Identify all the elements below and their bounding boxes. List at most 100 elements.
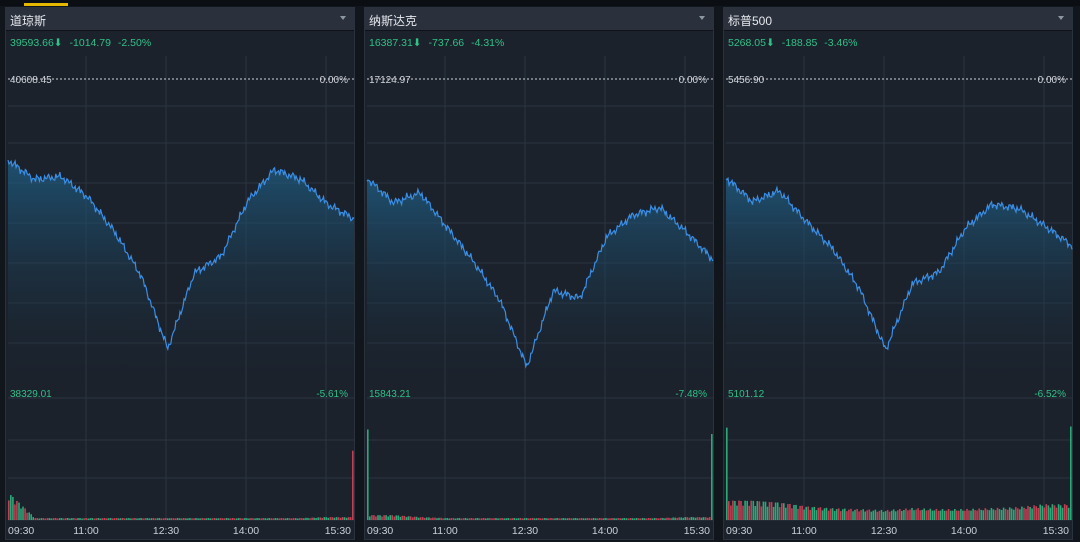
volume-bar (603, 518, 605, 520)
volume-bar (162, 518, 165, 520)
volume-bar (915, 509, 917, 520)
volume-bar (187, 518, 189, 520)
volume-bar (426, 517, 428, 520)
panel-title: 道琼斯 (10, 14, 47, 28)
volume-bar (1031, 508, 1033, 520)
volume-bar (964, 510, 966, 520)
volume-bar (976, 510, 978, 520)
volume-bar (649, 518, 652, 520)
volume-bar (201, 518, 203, 520)
volume-bar (923, 508, 925, 520)
volume-bar (647, 518, 650, 520)
volume-bar (949, 510, 952, 520)
volume-bar (868, 509, 871, 520)
volume-bar (58, 518, 61, 520)
volume-bar (799, 505, 801, 520)
intraday-chart[interactable]: 40608.45 0.00% 38329.01 -5.61% 09:30 11:0… (6, 8, 356, 541)
time-tick-label: 12:30 (871, 525, 897, 537)
chevron-down-icon[interactable] (340, 16, 346, 20)
volume-bar (93, 518, 96, 520)
volume-bar (588, 518, 591, 520)
volume-bar (1049, 507, 1052, 520)
volume-bar (415, 516, 418, 520)
volume-bar (706, 517, 709, 520)
volume-bar (209, 518, 212, 520)
volume-bar (305, 517, 307, 520)
volume-bar (656, 518, 658, 520)
volume-bar (1035, 506, 1037, 520)
panel-title: 标普500 (728, 14, 773, 28)
volume-bar (124, 518, 126, 520)
volume-bar (752, 500, 755, 520)
volume-bar (454, 518, 457, 520)
volume-bar (580, 518, 583, 520)
volume-bar (56, 518, 59, 520)
volume-bar (509, 518, 512, 520)
volume-bar (903, 510, 905, 520)
volume-bar (345, 517, 348, 520)
volume-bar (34, 518, 37, 520)
volume-bar (507, 518, 509, 520)
volume-bar (746, 500, 748, 520)
volume-bar (274, 518, 277, 520)
panel-header: 道琼斯 (6, 8, 354, 31)
volume-bar (373, 515, 375, 520)
volume-bar (615, 518, 617, 520)
ref-pct-label: 0.00% (1038, 75, 1066, 86)
volume-bar (295, 518, 297, 520)
chevron-down-icon[interactable] (699, 16, 705, 20)
volume-bar (972, 508, 974, 520)
volume-bar (929, 508, 932, 520)
volume-bar (193, 518, 195, 520)
volume-bar (544, 518, 546, 520)
volume-bar (301, 518, 303, 520)
price-change: -1014.79 (69, 37, 111, 49)
volume-bar (325, 517, 328, 520)
volume-bar (113, 518, 116, 520)
volume-bar (132, 518, 134, 520)
volume-bar (474, 518, 477, 520)
volume-bar (134, 518, 136, 520)
intraday-chart[interactable]: 17124.97 0.00% 15843.21 -7.48% 09:30 11:0… (365, 8, 715, 541)
price-area-fill (726, 178, 1072, 393)
volume-bar (625, 518, 628, 520)
intraday-chart[interactable]: 5456.90 0.00% 5101.12 -6.52% 09:30 11:00 1… (724, 8, 1074, 541)
volume-bar (375, 516, 377, 520)
price-change: -188.85 (781, 37, 818, 49)
volume-bar (641, 518, 644, 520)
volume-bar (1033, 505, 1035, 520)
volume-bar (728, 501, 730, 520)
volume-bar (105, 518, 108, 520)
time-tick-label: 12:30 (512, 525, 538, 537)
volume-bar (54, 518, 57, 520)
volume-bar (919, 510, 921, 520)
volume-bar (511, 518, 514, 520)
volume-bar (458, 518, 461, 520)
price-series-line (366, 179, 714, 369)
volume-bar (535, 518, 538, 520)
volume-bar (762, 501, 765, 520)
volume-bar (513, 518, 516, 520)
volume-bar (65, 518, 67, 520)
volume-bar (732, 500, 734, 520)
volume-bar (48, 518, 51, 520)
chevron-down-icon[interactable] (1058, 16, 1064, 20)
volume-bar (951, 510, 954, 520)
volume-bar (996, 507, 999, 520)
volume-bar (73, 518, 75, 520)
volume-bar (538, 518, 540, 520)
volume-bar (878, 510, 881, 520)
volume-bar (1070, 426, 1072, 520)
volume-bar (1019, 509, 1021, 520)
volume-bar (766, 506, 769, 520)
volume-bar (117, 518, 120, 520)
volume-bar (205, 518, 207, 520)
volume-bar (409, 516, 412, 520)
active-tab-indicator (24, 3, 68, 6)
volume-bar (138, 518, 140, 520)
volume-bar (702, 517, 705, 520)
volume-bar (576, 518, 579, 520)
volume-bar (379, 515, 381, 520)
volume-bar (136, 518, 138, 520)
volume-bar (250, 518, 252, 520)
